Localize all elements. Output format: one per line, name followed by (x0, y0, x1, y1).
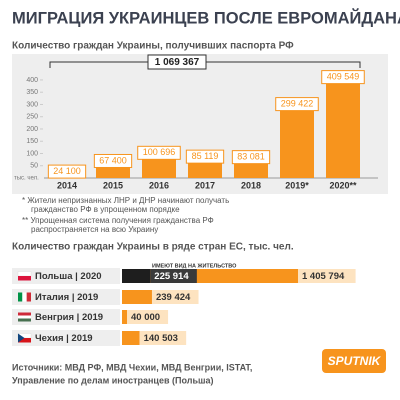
value-label-box (137, 145, 181, 160)
y-tick-label: 250 (26, 114, 38, 121)
value-label: 239 424 (156, 292, 191, 303)
y-tick-label: 350 (26, 89, 38, 96)
sources: Источники: МВД РФ, МВД Чехии, МВД Венгри… (12, 362, 252, 372)
flag (17, 271, 32, 277)
sources: Управление по делам иностранцев (Польша) (12, 375, 214, 385)
footnote: * Жители непризнанных ЛНР и ДНР начинают… (22, 196, 229, 214)
page-title: МИГРАЦИЯ УКРАИНЦЕВ ПОСЛЕ ЕВРОМАЙДАНА (12, 8, 400, 27)
y-tick-label: Венгрия | 2019 (35, 312, 103, 323)
y-tick-label: 300 (26, 101, 38, 108)
flag (18, 318, 31, 322)
x-tick-label: 2014 (57, 180, 77, 190)
row-label-bg (12, 309, 120, 325)
chart-title: Количество граждан Украины, получивших п… (12, 41, 294, 52)
logo: SPUTNIK (328, 354, 382, 368)
y-tick-label: 150 (26, 138, 38, 145)
value-label-box (150, 269, 197, 283)
bar (122, 331, 140, 345)
value-label-box (93, 153, 133, 168)
x-tick-label: 2020** (329, 180, 357, 190)
flag (18, 333, 25, 343)
bar (280, 104, 314, 178)
annotation-box (147, 54, 207, 70)
flag (18, 312, 31, 316)
flag (18, 276, 31, 281)
value-label-box (298, 269, 356, 283)
value-label: 24 100 (53, 166, 81, 176)
value-label: 225 914 (154, 271, 189, 282)
y-tick-label: 100 (26, 150, 38, 157)
value-label-box (127, 310, 169, 324)
value-label: 140 503 (144, 333, 178, 344)
value-label: 85 119 (192, 151, 219, 161)
y-tick-label: Италия | 2019 (35, 292, 98, 303)
bar (122, 269, 151, 283)
value-label: 299 422 (281, 98, 314, 108)
y-tick-label: Польша | 2020 (35, 271, 102, 282)
footnote: ** Упрощенная система получения гражданс… (22, 216, 214, 234)
value-label-box (185, 149, 225, 164)
value-label-box (151, 290, 199, 304)
value-label: 67 400 (99, 155, 127, 165)
value-label-box (275, 97, 319, 112)
value-label: 83 081 (237, 152, 265, 162)
value-label: 100 696 (143, 147, 176, 157)
y-tick-label: 200 (26, 126, 38, 133)
x-tick-label: 2018 (241, 180, 261, 190)
annotation: 1 069 367 (155, 57, 200, 68)
flag (22, 292, 27, 302)
flag (26, 292, 31, 302)
y-tick-label: 400 (26, 77, 38, 84)
row-label-bg (12, 289, 120, 305)
flag (18, 338, 31, 343)
x-tick-label: 2019* (285, 180, 309, 190)
x-tick-label: 2015 (103, 180, 123, 190)
legend-label: ИМЕЮТ ВИД НА ЖИТЕЛЬСТВО (152, 263, 237, 269)
row-label-bg (12, 268, 120, 284)
x-tick-label: 2016 (149, 180, 169, 190)
value-label-box (321, 70, 365, 85)
logo-badge (322, 349, 386, 373)
value-label: 409 549 (327, 71, 360, 81)
row-label-bg (12, 330, 120, 346)
flag (18, 292, 23, 302)
value-label-box (139, 331, 187, 345)
y-axis-label: тыс. чел. (14, 176, 39, 182)
bar (122, 290, 152, 304)
value-label: 1 405 794 (302, 271, 345, 282)
y-tick-label: Чехия | 2019 (35, 333, 93, 344)
bar (122, 310, 128, 324)
flag (18, 315, 31, 319)
chart-title: Количество граждан Украины в ряде стран … (12, 242, 294, 253)
value-label: 40 000 (131, 312, 160, 323)
x-tick-label: 2017 (195, 180, 215, 190)
value-label-box (231, 150, 271, 165)
value-label-box (47, 164, 87, 179)
bar (326, 77, 360, 178)
y-tick-label: 50 (30, 163, 38, 170)
